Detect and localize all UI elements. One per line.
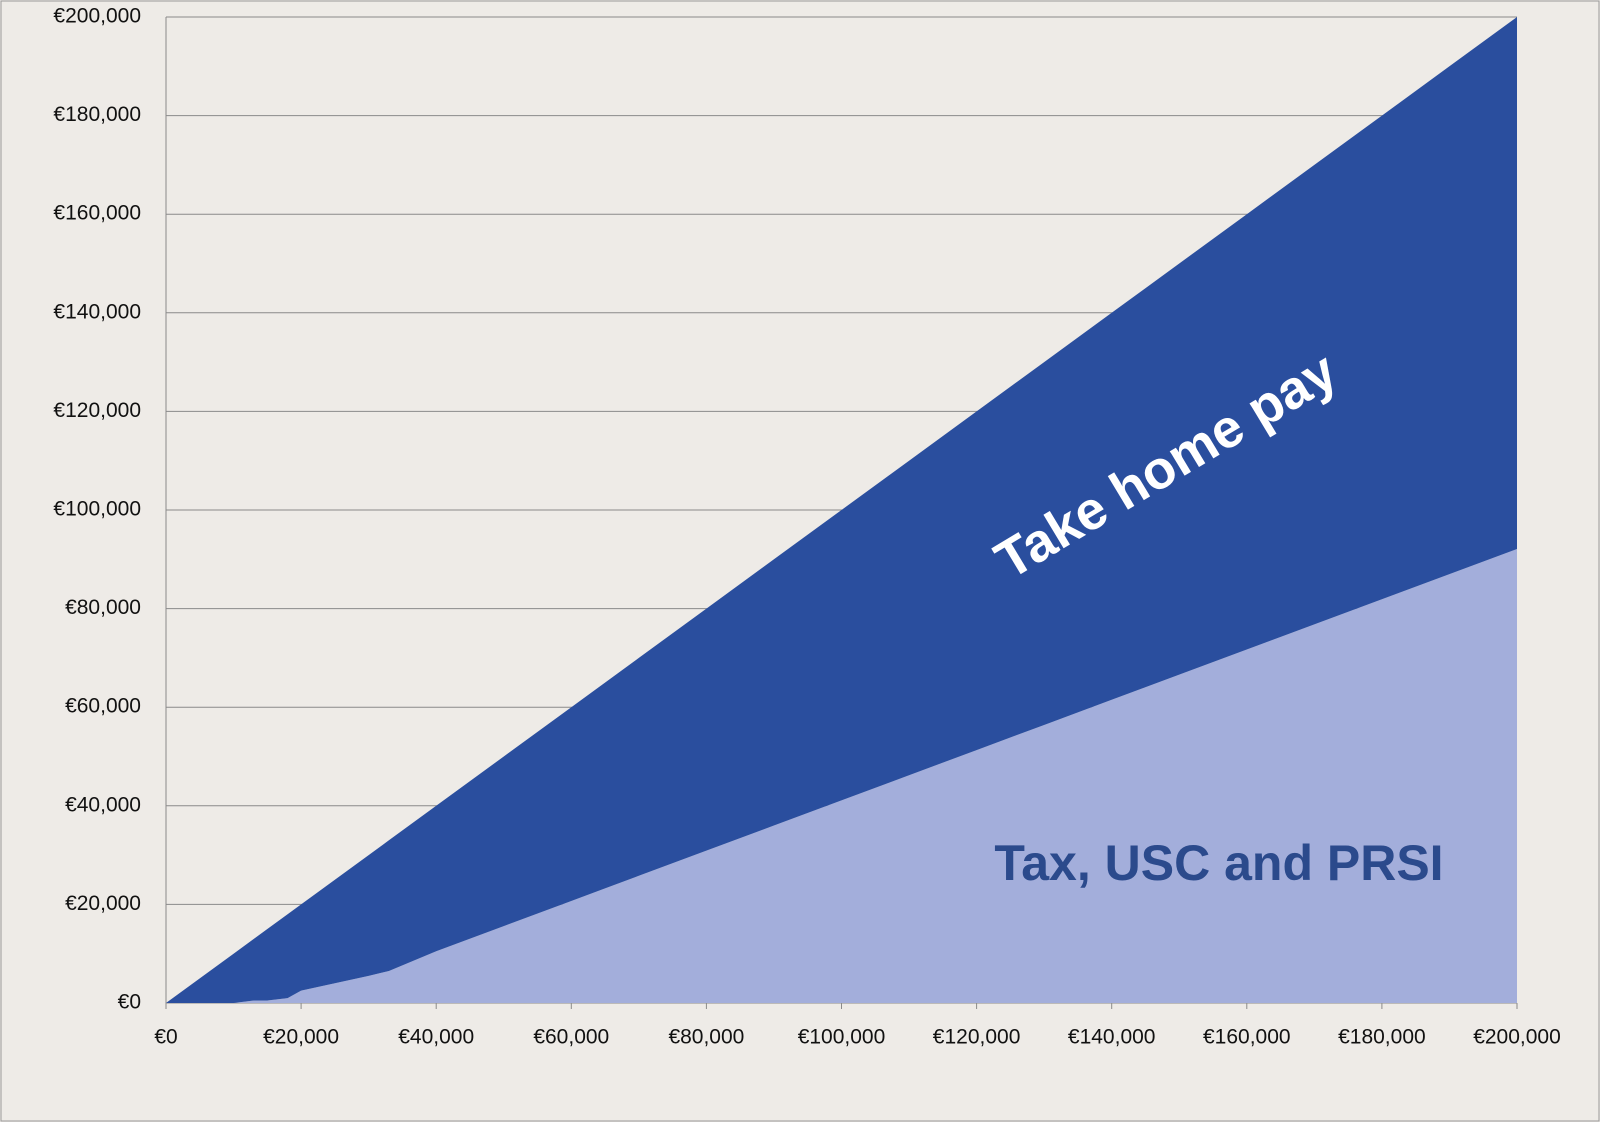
y-tick-label: €200,000 [53, 5, 141, 28]
x-tick-label: €60,000 [533, 1026, 609, 1049]
y-tick-label: €0 [118, 991, 141, 1014]
y-tick-label: €60,000 [65, 695, 141, 718]
y-tick-label: €100,000 [53, 498, 141, 521]
x-tick-label: €80,000 [668, 1026, 744, 1049]
x-tick-label: €40,000 [398, 1026, 474, 1049]
x-tick-label: €20,000 [263, 1026, 339, 1049]
area [166, 17, 1517, 1003]
y-tick-label: €80,000 [65, 596, 141, 619]
x-tick-label: €0 [154, 1026, 177, 1049]
x-tick-label: €160,000 [1203, 1026, 1291, 1049]
y-tick-label: €20,000 [65, 892, 141, 915]
x-tick-label: €120,000 [933, 1026, 1021, 1049]
y-tick-label: €120,000 [53, 399, 141, 422]
x-tick-label: €200,000 [1473, 1026, 1561, 1049]
y-tick-label: €40,000 [65, 793, 141, 816]
series-label: Tax, USC and PRSI [994, 835, 1443, 891]
area [166, 548, 1517, 1003]
x-tick-label: €100,000 [798, 1026, 886, 1049]
y-tick-label: €180,000 [53, 103, 141, 126]
x-tick-label: €180,000 [1338, 1026, 1426, 1049]
y-tick-label: €140,000 [53, 300, 141, 323]
y-tick-label: €160,000 [53, 202, 141, 225]
x-tick-label: €140,000 [1068, 1026, 1156, 1049]
